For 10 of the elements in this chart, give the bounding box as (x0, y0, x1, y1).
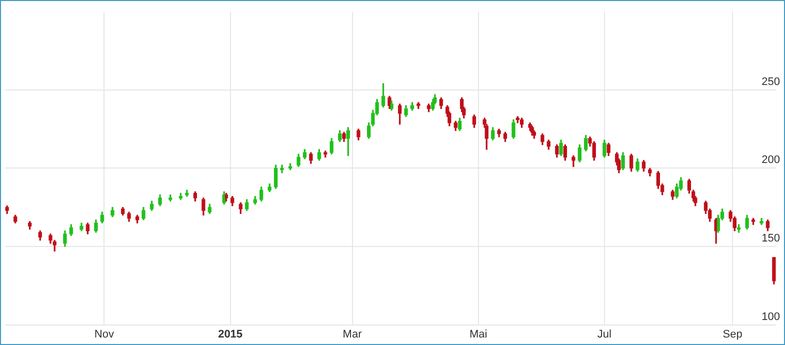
y-tick-label: 200 (762, 154, 780, 166)
y-tick-label: 250 (762, 76, 780, 88)
y-tick-label: 150 (762, 232, 780, 245)
x-tick-label: Jul (597, 328, 612, 340)
x-tick-label: 2015 (218, 328, 243, 340)
x-tick-label: Sep (722, 328, 742, 340)
x-tick-label: Mai (469, 328, 488, 340)
x-tick-label: Mar (342, 328, 362, 340)
x-tick-label: Nov (94, 328, 114, 340)
y-tick-label: 100 (762, 310, 780, 323)
